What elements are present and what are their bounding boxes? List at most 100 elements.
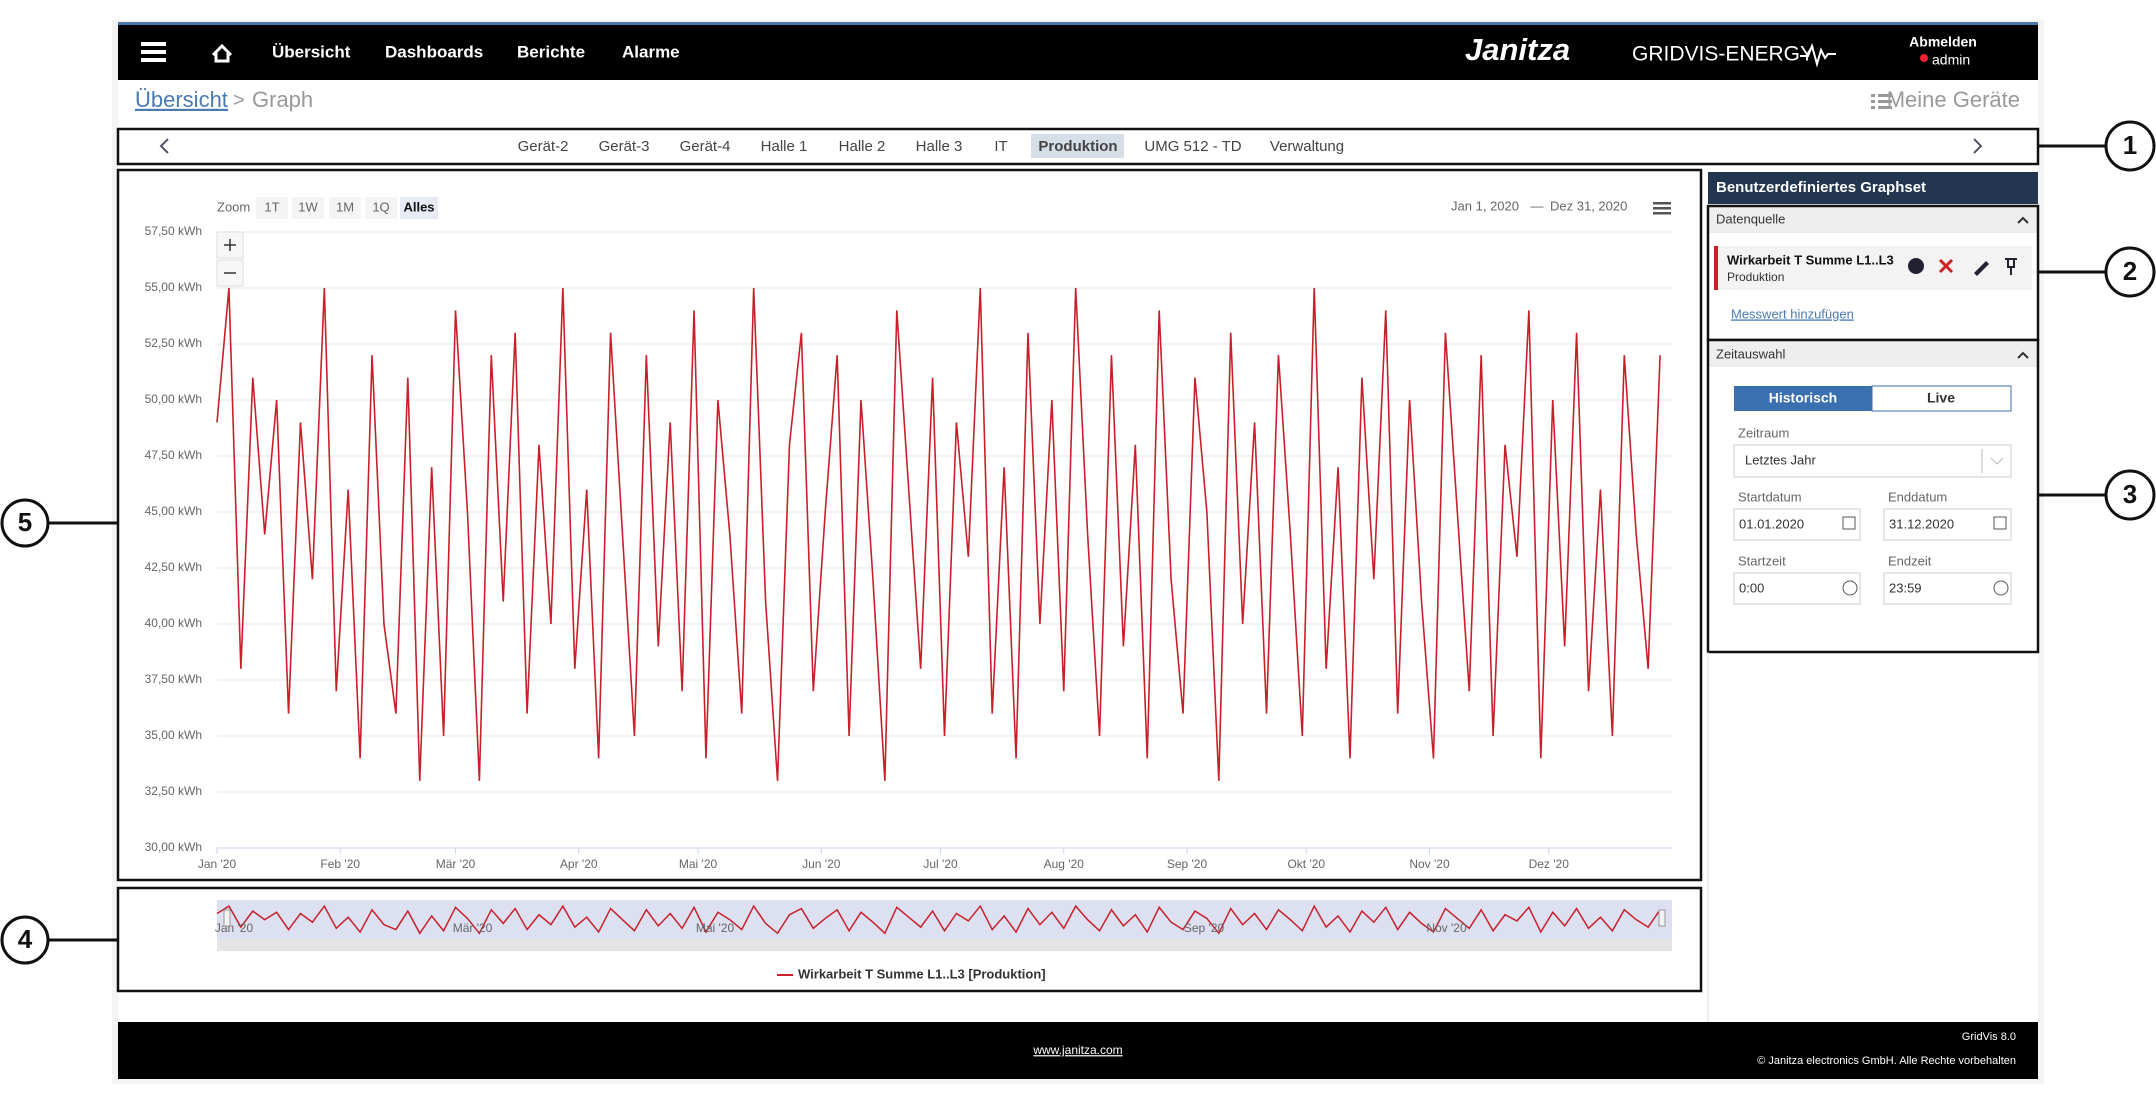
field-label: Endzeit	[1888, 553, 1932, 568]
y-tick-label: 30,00 kWh	[145, 840, 202, 854]
source-name: Wirkarbeit T Summe L1..L3	[1727, 252, 1894, 267]
range-from[interactable]: Jan 1, 2020	[1451, 198, 1519, 213]
logout[interactable]: Abmelden	[1909, 34, 1977, 50]
tab[interactable]: Gerät-2	[518, 138, 569, 155]
navigator-selection	[217, 900, 1672, 939]
tab-prev[interactable]	[159, 138, 169, 154]
calendar-icon[interactable]	[1842, 516, 1856, 530]
remove-icon[interactable]	[1938, 258, 1954, 274]
range-separator: —	[1531, 198, 1544, 213]
section-title: Datenquelle	[1716, 211, 1785, 226]
zoom-btn-bg	[256, 197, 288, 219]
x-tick-label: Sep '20	[1167, 857, 1208, 871]
zoom-button[interactable]: 1Q	[372, 199, 389, 214]
footer-link[interactable]: www.janitza.com	[1032, 1043, 1122, 1057]
tab[interactable]: Produktion	[1038, 138, 1117, 155]
brand: Janitza	[1465, 32, 1570, 67]
tab[interactable]: UMG 512 - TD	[1144, 138, 1241, 155]
navigator-handle[interactable]	[223, 909, 231, 927]
x-tick-label: Mär '20	[436, 857, 476, 871]
field-label: Zeitraum	[1738, 425, 1789, 440]
nav-item[interactable]: Alarme	[622, 42, 680, 61]
input[interactable]	[1883, 508, 2012, 541]
clock-icon[interactable]	[1993, 580, 2009, 596]
source-device: Produktion	[1727, 270, 1784, 284]
tab[interactable]: Halle 1	[761, 138, 808, 155]
nav-item[interactable]: Übersicht	[272, 42, 351, 61]
navigator-handle[interactable]	[1658, 909, 1666, 927]
nav-item[interactable]: Berichte	[517, 42, 585, 61]
my-devices[interactable]: Meine Geräte	[1887, 87, 2020, 112]
user: admin	[1932, 52, 1970, 68]
field-label: Startdatum	[1738, 489, 1802, 504]
export-menu[interactable]	[1653, 202, 1671, 215]
calendar-icon[interactable]	[1993, 516, 2007, 530]
navigator-line	[216, 904, 1661, 935]
tab-active-bg	[1031, 134, 1124, 158]
x-tick-label: Dez '20	[1529, 857, 1570, 871]
menu-icon[interactable]	[141, 42, 166, 62]
zoom-icons	[224, 239, 236, 274]
input-value: 01.01.2020	[1739, 516, 1804, 531]
field-label: Enddatum	[1888, 489, 1947, 504]
legend-label[interactable]: Wirkarbeit T Summe L1..L3 [Produktion]	[798, 966, 1046, 981]
navigator-tick-label: Mai '20	[696, 921, 735, 935]
callout-label: 4	[18, 924, 33, 954]
zoom-button[interactable]: Alles	[403, 199, 434, 214]
collapse-icon[interactable]	[2017, 216, 2029, 224]
navigator-tick-label: Sep '20	[1184, 921, 1225, 935]
tab[interactable]: Verwaltung	[1270, 138, 1344, 155]
input[interactable]	[1733, 508, 1861, 541]
zoom-button[interactable]: 1W	[298, 199, 318, 214]
tab[interactable]: Halle 3	[916, 138, 963, 155]
navigator-tick-label: Nov '20	[1426, 921, 1467, 935]
tab[interactable]: Gerät-3	[599, 138, 650, 155]
x-tick-label: Jul '20	[923, 857, 958, 871]
input[interactable]	[1883, 572, 2012, 605]
zoom-label: Zoom	[217, 199, 250, 214]
callout-label: 1	[2123, 130, 2137, 160]
zoom-btn-bg	[329, 197, 361, 219]
toggle-historic[interactable]	[1734, 386, 1872, 411]
tab[interactable]: IT	[994, 138, 1007, 155]
navigator-scrollbar[interactable]	[217, 939, 1672, 951]
tab[interactable]: Gerät-4	[680, 138, 731, 155]
zoom-in[interactable]	[216, 231, 244, 259]
collapse-icon[interactable]	[2017, 351, 2029, 359]
home-icon[interactable]	[211, 43, 233, 63]
breadcrumb-home[interactable]: Übersicht	[135, 87, 228, 112]
y-tick-label: 47,50 kWh	[145, 448, 202, 462]
pin-icon[interactable]	[2005, 258, 2017, 275]
add-measurement[interactable]: Messwert hinzufügen	[1731, 306, 1854, 321]
clock-icon[interactable]	[1842, 580, 1858, 596]
zoom-button[interactable]: 1M	[336, 199, 354, 214]
y-tick-label: 32,50 kWh	[145, 784, 202, 798]
x-tick-label: Nov '20	[1409, 857, 1450, 871]
select-value: Letztes Jahr	[1745, 452, 1816, 467]
edit-icon[interactable]	[1974, 261, 1989, 276]
y-tick-label: 50,00 kWh	[145, 392, 202, 406]
nav-bar	[118, 25, 2038, 80]
zoom-button[interactable]: 1T	[264, 199, 279, 214]
info-icon[interactable]	[1908, 258, 1924, 274]
navigator-tick-label: Mär '20	[453, 921, 493, 935]
y-tick-label: 55,00 kWh	[145, 280, 202, 294]
field-label: Startzeit	[1738, 553, 1786, 568]
nav-item[interactable]: Dashboards	[385, 42, 483, 61]
input-value: 31.12.2020	[1889, 516, 1954, 531]
section-title: Zeitauswahl	[1716, 346, 1785, 361]
select[interactable]	[1733, 444, 2012, 478]
range-to[interactable]: Dez 31, 2020	[1550, 198, 1627, 213]
callout-label: 5	[18, 507, 32, 537]
breadcrumb-separator: >	[233, 89, 245, 111]
tab-next[interactable]	[1973, 138, 1983, 154]
section-header[interactable]	[1709, 207, 2037, 233]
x-tick-label: Okt '20	[1287, 857, 1325, 871]
section-header[interactable]	[1709, 341, 2037, 367]
input[interactable]	[1733, 572, 1861, 605]
navigator-tick-label: Jan '20	[215, 921, 254, 935]
tab[interactable]: Halle 2	[839, 138, 886, 155]
chart-box	[116, 168, 1703, 882]
toggle-live[interactable]	[1871, 385, 2012, 412]
